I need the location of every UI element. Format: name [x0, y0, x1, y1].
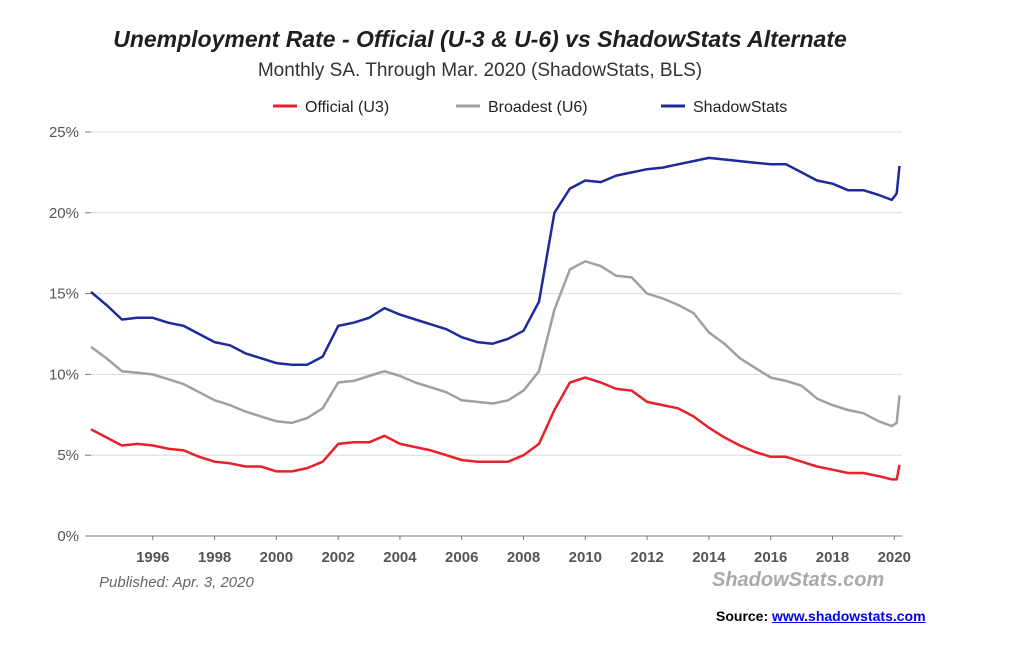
y-tick-label: 5% — [57, 447, 79, 464]
series-line-shadowstats — [90, 156, 901, 366]
x-tick-label: 2004 — [383, 549, 417, 566]
x-tick-label: 1998 — [198, 549, 231, 566]
series-line-official-u3 — [90, 376, 901, 481]
x-tick-label: 2010 — [569, 549, 602, 566]
x-tick-label: 2012 — [630, 549, 663, 566]
x-tick-label: 2020 — [878, 549, 911, 566]
axes: 0% 5% 10% 15% 20% 25% 1996 1998 2000 2002 2004 2006… — [49, 124, 911, 566]
y-tick-label: 20% — [49, 205, 79, 222]
x-tick-label: 2006 — [445, 549, 478, 566]
legend-label-broadest-u6: Broadest (U6) — [488, 99, 588, 116]
x-tick-label: 2014 — [692, 549, 726, 566]
x-tick-label: 2008 — [507, 549, 540, 566]
legend: Official (U3) Broadest (U6) ShadowStats — [273, 99, 787, 116]
legend-label-shadowstats: ShadowStats — [693, 99, 787, 116]
watermark-text: ShadowStats.com — [712, 569, 885, 591]
published-note: Published: Apr. 3, 2020 — [99, 574, 254, 591]
grid-lines — [91, 131, 902, 456]
x-tick-label: 2016 — [754, 549, 787, 566]
source-line: Source: www.shadowstats.com — [716, 608, 926, 624]
source-label: Source: — [716, 608, 773, 624]
series-lines — [90, 156, 901, 481]
y-tick-label: 0% — [57, 528, 79, 545]
chart-subtitle: Monthly SA. Through Mar. 2020 (ShadowSta… — [257, 60, 703, 81]
x-tick-label: 1996 — [136, 549, 169, 566]
x-tick-label: 2000 — [260, 549, 293, 566]
source-link[interactable]: www.shadowstats.com — [772, 608, 926, 624]
series-line-broadest-u6 — [90, 260, 901, 428]
x-tick-label: 2018 — [816, 549, 849, 566]
y-tick-label: 10% — [49, 366, 79, 383]
y-tick-label: 25% — [49, 124, 79, 141]
legend-label-official-u3: Official (U3) — [305, 99, 389, 116]
y-tick-label: 15% — [49, 286, 79, 303]
x-tick-label: 2002 — [321, 549, 354, 566]
chart-title: Unemployment Rate - Official (U-3 & U-6)… — [113, 26, 847, 52]
